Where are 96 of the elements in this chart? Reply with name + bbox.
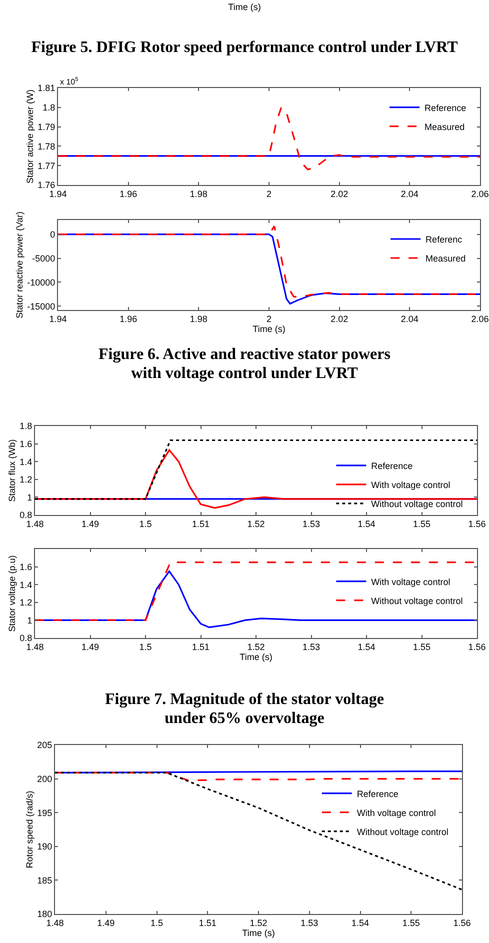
x-tick-label: 2.06	[471, 314, 489, 324]
y-tick-label: 1.4	[20, 456, 32, 467]
legend-label: With voltage control	[371, 576, 450, 587]
y-tick-label: 1.2	[20, 598, 32, 608]
x-tick-label: 1.56	[468, 642, 486, 652]
x-tick-label: 1.51	[192, 642, 210, 652]
x-tick-label: 2.04	[400, 314, 418, 324]
x-tick-label: 1.94	[49, 314, 67, 324]
y-tick-label: 195	[37, 808, 52, 818]
y-tick-label: -5000	[32, 253, 56, 264]
x-tick-label: 2	[266, 314, 272, 324]
x-axis-title: Time (s)	[242, 928, 275, 938]
text: x 10$^{5}$	[60, 77, 78, 86]
y-tick-label: 185	[37, 875, 52, 886]
legend-label: Without voltage control	[371, 498, 463, 509]
y-axis-title: Stator flux (Wb)	[7, 439, 18, 502]
x-tick-label: 1.52	[250, 918, 268, 928]
x-tick-label: 1.56	[468, 518, 486, 529]
y-tick-label: -15000	[27, 301, 56, 312]
x-tick-label: 1.55	[402, 918, 420, 928]
y-tick-label: 1	[27, 492, 32, 502]
x-tick-label: 1.54	[358, 642, 376, 652]
y-tick-label: 1.77	[38, 160, 56, 171]
y-tick-label: 0	[50, 230, 56, 240]
y-tick-label: 200	[37, 774, 52, 784]
x-tick-label: 1.53	[302, 642, 320, 652]
x-tick-label: 1.5	[150, 918, 164, 928]
x-tick-label: 2.02	[330, 188, 348, 199]
x-tick-label: 1.48	[46, 918, 64, 928]
y-tick-label: 1.78	[38, 141, 56, 152]
line-series	[35, 449, 477, 509]
y-axis-title: Stator voltage (p.u)	[7, 555, 18, 632]
y-axis-title: Rotor speed (rad/s)	[24, 790, 35, 868]
caption: Figure 6. Active and reactive stator powers with voltage control under LVRT	[98, 345, 392, 383]
x-tick-label: 1.52	[247, 518, 265, 529]
x-tick-label: 1.98	[190, 188, 208, 199]
x-tick-label: 1.55	[412, 518, 431, 529]
x-tick-label: 1.56	[453, 918, 471, 928]
x-tick-label: 1.48	[26, 518, 44, 529]
y-tick-label: 1.76	[38, 180, 56, 190]
y-tick-label: 1.6	[20, 438, 32, 449]
x-tick-label: 1.94	[49, 188, 67, 199]
legend-label: Measured	[424, 122, 465, 132]
legend-label: Referenc	[426, 234, 463, 245]
y-tick-label: -10000	[27, 277, 56, 288]
legend-label: Measured	[426, 254, 466, 264]
y-axis-title: Stator active power (W)	[25, 89, 36, 184]
x-axis-title: Time (s)	[240, 652, 272, 662]
x-tick-label: 1.54	[351, 918, 370, 928]
x-tick-label: 1.51	[198, 918, 216, 928]
x-tick-label: 1.51	[192, 518, 210, 529]
x-tick-label: 1.96	[120, 188, 138, 199]
x-tick-label: 1.5	[139, 518, 152, 529]
x-tick-label: 1.49	[81, 642, 100, 652]
x-tick-label: 1.55	[412, 642, 431, 652]
x-tick-label: 1.5	[139, 642, 152, 652]
caption: Figure 5. DFIG Rotor speed performance control under LVRT	[30, 38, 459, 57]
x-tick-label: 2	[266, 188, 272, 199]
x-tick-label: 1.49	[97, 918, 115, 928]
x-tick-label: 2.04	[400, 188, 418, 199]
legend-label: Without voltage control	[356, 826, 448, 837]
y-tick-label: 1.8	[20, 421, 32, 432]
x-tick-label: 1.52	[247, 642, 265, 652]
line-series	[55, 772, 462, 890]
text: Time (s)	[227, 2, 262, 12]
y-tick-label: 180	[37, 909, 52, 920]
x-tick-label: 1.98	[190, 314, 208, 324]
y-tick-label: 1.2	[20, 474, 32, 485]
legend-label: With voltage control	[356, 808, 436, 818]
line-series	[58, 106, 480, 170]
y-tick-label: 1.79	[38, 122, 56, 132]
x-tick-label: 2.06	[471, 188, 489, 199]
y-tick-label: 190	[37, 842, 52, 852]
legend-label: Reference	[424, 102, 466, 113]
y-tick-label: 1.4	[20, 580, 32, 590]
x-tick-label: 1.54	[358, 518, 376, 529]
x-tick-label: 1.53	[302, 518, 320, 529]
legend-label: With voltage control	[371, 480, 450, 490]
y-tick-label: 1.81	[38, 83, 56, 94]
caption: Figure 7. Magnitude of the stator voltage under 65% overvoltage	[104, 690, 385, 728]
x-tick-label: 2.02	[330, 314, 348, 324]
x-axis-title: Time (s)	[252, 324, 286, 334]
x-tick-label: 1.48	[26, 642, 44, 652]
y-axis-title: Stator reactive power (Var)	[14, 212, 25, 318]
y-tick-label: 1.8	[42, 102, 56, 113]
y-tick-label: 0.8	[20, 633, 32, 644]
legend-label: Without voltage control	[371, 596, 463, 606]
x-tick-label: 1.49	[81, 518, 100, 529]
y-tick-label: 0.8	[20, 510, 32, 520]
x-tick-label: 1.53	[300, 918, 318, 928]
legend-label: Reference	[356, 788, 398, 799]
legend-label: Reference	[371, 460, 413, 471]
y-tick-label: 205	[37, 740, 52, 750]
y-tick-label: 1.6	[20, 562, 32, 572]
y-tick-label: 1	[27, 615, 32, 626]
x-tick-label: 1.96	[120, 314, 138, 324]
